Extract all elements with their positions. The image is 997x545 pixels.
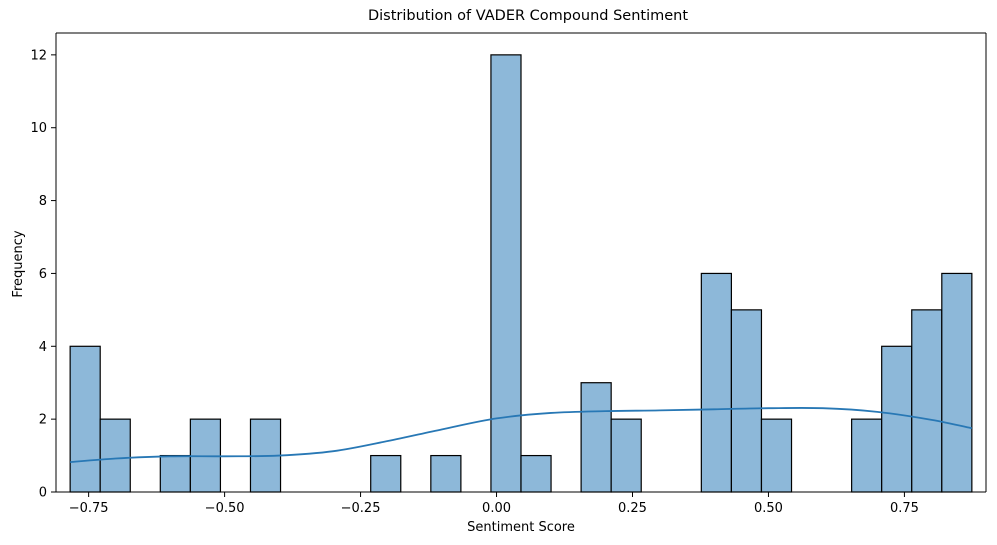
x-tick-label: −0.50 <box>205 501 245 516</box>
histogram-bar <box>69 345 101 493</box>
y-tick-label: 12 <box>30 48 47 63</box>
y-axis-label: Frequency <box>11 230 26 297</box>
x-tick-label: −0.25 <box>341 501 381 516</box>
histogram-bar <box>370 454 402 493</box>
histogram-bar <box>730 309 763 493</box>
x-tick-label: 0.00 <box>482 501 511 516</box>
histogram-bar <box>760 418 793 493</box>
kde-curve <box>70 406 973 464</box>
histogram-bar <box>941 272 973 493</box>
y-tick-label: 6 <box>39 267 47 282</box>
axes <box>55 32 987 493</box>
y-tick-label: 8 <box>39 194 47 209</box>
histogram-bar <box>851 418 883 493</box>
histogram-bar <box>881 345 913 493</box>
histogram-bar <box>99 418 131 493</box>
y-tick-label: 10 <box>30 121 47 136</box>
y-tick-label: 0 <box>39 486 47 501</box>
histogram-bar <box>159 454 191 493</box>
histogram-bar <box>580 382 612 493</box>
histogram-bar <box>610 418 642 493</box>
x-tick-label: 0.50 <box>754 501 783 516</box>
chart-title: Distribution of VADER Compound Sentiment <box>368 8 688 24</box>
x-tick-label: 0.75 <box>890 501 919 516</box>
y-axis-ticks: 0 2 4 6 8 10 12 <box>30 48 56 501</box>
x-tick-label: −0.75 <box>69 501 109 516</box>
histogram-bar <box>520 454 552 493</box>
x-axis-label: Sentiment Score <box>467 520 575 535</box>
histogram-bar <box>700 272 733 493</box>
y-tick-label: 2 <box>39 413 47 428</box>
histogram-bars <box>69 54 973 493</box>
histogram-bar <box>911 309 943 493</box>
histogram-bar <box>490 54 522 493</box>
histogram-bar <box>430 454 462 493</box>
kde-curve-group <box>70 406 973 464</box>
x-axis-ticks: −0.75 −0.50 −0.25 0.00 0.25 0.50 0.75 <box>69 492 919 516</box>
y-tick-label: 4 <box>39 340 47 355</box>
x-tick-label: 0.25 <box>618 501 647 516</box>
